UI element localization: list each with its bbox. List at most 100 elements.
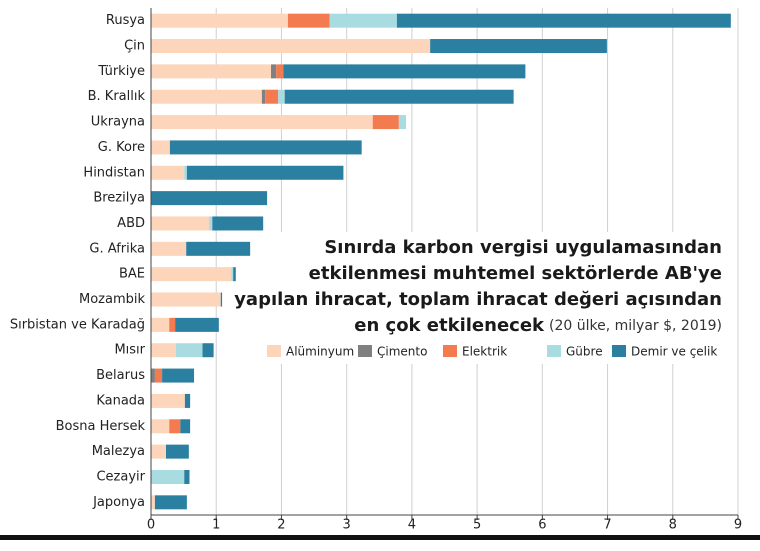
bar-segment (151, 444, 167, 459)
y-tick-label: ABD (117, 216, 145, 231)
bar-segment (151, 469, 185, 484)
y-tick-label: Belarus (96, 368, 145, 383)
y-tick-label: G. Afrika (89, 241, 145, 256)
bar-segment (151, 292, 221, 307)
x-tick-label: 7 (603, 518, 611, 533)
y-tick-label: Malezya (92, 444, 145, 459)
bar-segment (151, 115, 373, 130)
bar-segment (202, 343, 214, 358)
bar-segment (151, 140, 170, 155)
title-background (262, 232, 736, 364)
bar-segment (169, 419, 181, 434)
legend-swatch (612, 345, 626, 357)
y-tick-label: Hindistan (83, 165, 145, 180)
y-tick-label: Brezilya (93, 191, 145, 206)
bar-segment (283, 64, 526, 79)
legend-swatch (267, 345, 281, 357)
bar-segment (151, 64, 272, 79)
legend-swatch (547, 345, 561, 357)
bar-segment (233, 267, 236, 282)
y-tick-label: Ukrayna (91, 115, 145, 130)
bar-segment (151, 165, 185, 180)
chart-title: Sınırda karbon vergisi uygulamasından (324, 237, 722, 258)
legend-swatch (443, 345, 457, 357)
bar-segment (175, 343, 203, 358)
chart-title: en çok etkilenecek (354, 315, 545, 336)
bar-segment (169, 317, 176, 332)
bar-segment (184, 469, 190, 484)
legend-label: Gübre (566, 345, 603, 359)
x-tick-label: 4 (408, 518, 416, 533)
bar-segment (398, 115, 407, 130)
bar-segment (372, 115, 399, 130)
bar-segment (329, 13, 397, 28)
y-tick-label: G. Kore (98, 140, 145, 155)
bar-segment (220, 292, 223, 307)
bar-segment (184, 393, 191, 408)
legend-label: Çimento (377, 345, 427, 359)
bar-segment (151, 495, 155, 510)
bar-segment (151, 267, 232, 282)
bar-segment (261, 89, 266, 104)
bar-segment (151, 39, 431, 54)
bar-segment (186, 165, 344, 180)
chart-subtitle: (20 ülke, milyar $, 2019) (549, 318, 722, 334)
bar-segment (151, 89, 262, 104)
bar-segment (151, 191, 268, 206)
bar-segment (186, 241, 251, 256)
bar-segment (430, 39, 607, 54)
bottom-rule (0, 535, 760, 540)
bar-segment (151, 13, 288, 28)
bar-segment (276, 64, 284, 79)
x-tick-label: 0 (147, 518, 155, 533)
bar-segment (154, 495, 187, 510)
bar-segment (151, 368, 155, 383)
y-tick-label: Türkiye (97, 64, 145, 79)
bar-segment (169, 140, 362, 155)
legend-label: Alüminyum (286, 345, 354, 359)
x-tick-label: 6 (538, 518, 546, 533)
legend-label: Demir ve çelik (631, 345, 717, 359)
y-tick-label: Kanada (96, 393, 145, 408)
y-tick-label: Çin (124, 39, 145, 54)
y-tick-label: Cezayir (96, 469, 145, 484)
chart-title: yapılan ihracat, toplam ihracat değeri a… (234, 289, 722, 310)
bar-segment (265, 89, 279, 104)
x-tick-label: 3 (343, 518, 351, 533)
bar-segment (162, 368, 195, 383)
x-tick-label: 5 (473, 518, 481, 533)
bar-segment (151, 317, 170, 332)
x-tick-label: 9 (734, 518, 742, 533)
bar-segment (396, 13, 731, 28)
bar-segment (212, 216, 264, 231)
bar-segment (287, 13, 330, 28)
y-tick-label: Rusya (106, 13, 145, 28)
bar-segment (151, 393, 185, 408)
bar-segment (209, 216, 213, 231)
bar-segment (180, 419, 191, 434)
bar-segment (184, 165, 187, 180)
y-tick-label: Sırbistan ve Karadağ (10, 317, 145, 332)
legend-label: Elektrik (462, 345, 507, 359)
chart-title: etkilenmesi muhtemel sektörlerde AB'ye (309, 263, 722, 284)
bar-segment (284, 89, 514, 104)
bar-segment (151, 419, 170, 434)
bar-segment (231, 267, 234, 282)
bar-segment (175, 317, 219, 332)
chart-title-last: en çok etkilenecek (20 ülke, milyar $, 20… (354, 315, 722, 336)
bar-segment (271, 64, 277, 79)
bar-segment (151, 216, 210, 231)
y-tick-label: Mozambik (79, 292, 145, 307)
bar-segment (166, 444, 189, 459)
y-tick-label: B. Krallık (88, 89, 146, 104)
y-tick-label: BAE (119, 267, 145, 282)
legend-swatch (358, 345, 372, 357)
x-tick-label: 1 (212, 518, 220, 533)
bar-segment (151, 343, 176, 358)
y-tick-label: Bosna Hersek (56, 419, 146, 434)
x-tick-label: 2 (277, 518, 285, 533)
bar-segment (278, 89, 285, 104)
y-tick-label: Japonya (92, 495, 145, 510)
